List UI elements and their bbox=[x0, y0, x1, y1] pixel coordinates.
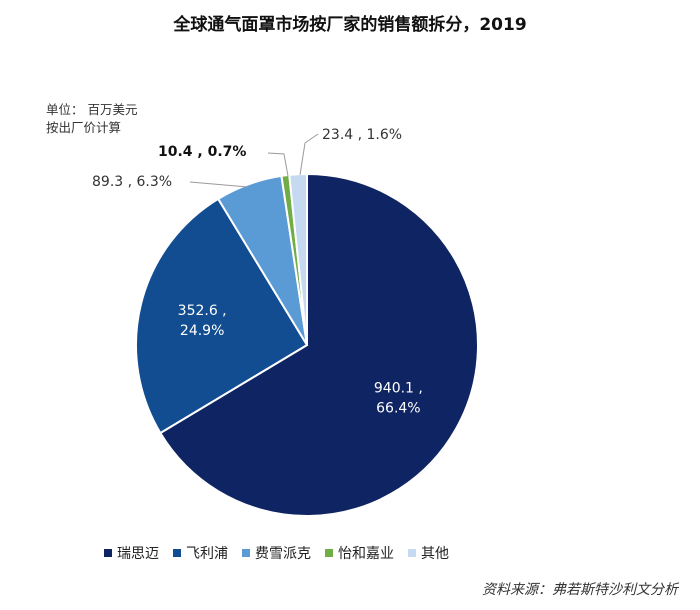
legend-label-4: 怡和嘉业 bbox=[338, 546, 394, 562]
legend-label-2: 飞利浦 bbox=[186, 546, 228, 562]
pie-slice-5 bbox=[288, 172, 308, 346]
slice-label-4: 10.4 , 0.7% bbox=[158, 144, 246, 160]
source-note: 资料来源：弗若斯特沙利文分析 bbox=[482, 582, 678, 598]
legend-swatch-3 bbox=[242, 549, 250, 557]
legend-label-5: 其他 bbox=[421, 546, 449, 562]
legend-item-3: 费雪派克 bbox=[242, 543, 311, 563]
legend-swatch-1 bbox=[104, 549, 112, 557]
legend-swatch-4 bbox=[325, 549, 333, 557]
legend-item-5: 其他 bbox=[408, 543, 449, 563]
legend-item-2: 飞利浦 bbox=[173, 543, 228, 563]
pie-slice-1 bbox=[158, 172, 479, 517]
legend-label-3: 费雪派克 bbox=[255, 546, 311, 562]
slice-label-1: 940.1 , 66.4% bbox=[374, 381, 423, 417]
legend-label-1: 瑞思迈 bbox=[117, 546, 159, 562]
chart-legend: 瑞思迈 飞利浦 费雪派克 怡和嘉业 其他 bbox=[104, 543, 463, 563]
slice-label-3: 89.3 , 6.3% bbox=[92, 174, 172, 190]
unit-note: 单位： 百万美元 按出厂价计算 bbox=[46, 101, 137, 137]
slice-label-2: 352.6 , 24.9% bbox=[178, 303, 227, 339]
leader-line-3 bbox=[189, 181, 249, 188]
leader-line-4 bbox=[267, 152, 289, 177]
unit-note-line-1: 单位： 百万美元 bbox=[46, 102, 138, 117]
chart-title: 全球通气面罩市场按厂家的销售额拆分，2019 bbox=[173, 15, 527, 35]
slice-label-5: 23.4 , 1.6% bbox=[322, 127, 402, 143]
leader-line-5 bbox=[299, 133, 319, 176]
pie-slice-2 bbox=[135, 197, 309, 435]
legend-swatch-2 bbox=[173, 549, 181, 557]
legend-item-4: 怡和嘉业 bbox=[325, 543, 394, 563]
legend-swatch-5 bbox=[408, 549, 416, 557]
legend-item-1: 瑞思迈 bbox=[104, 543, 159, 563]
unit-note-line-2: 按出厂价计算 bbox=[46, 120, 122, 135]
